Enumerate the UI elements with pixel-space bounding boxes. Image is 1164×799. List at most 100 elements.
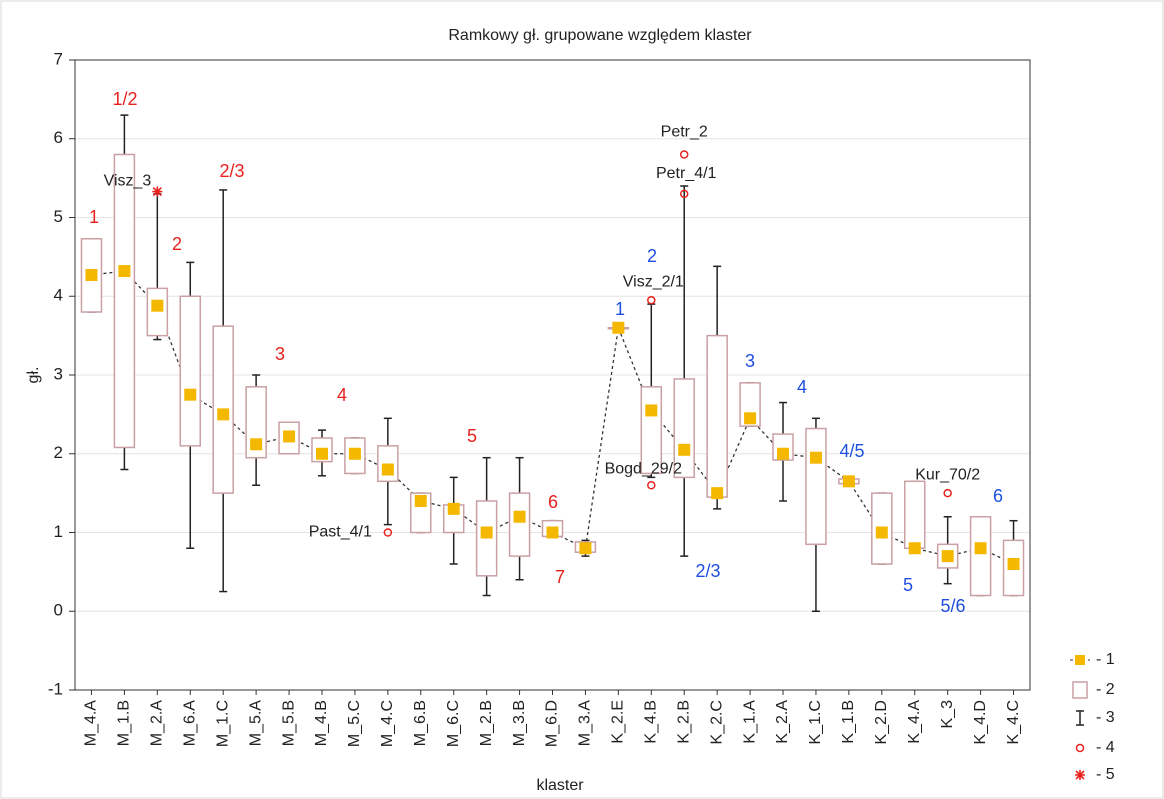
x-tick-label: M_5.C xyxy=(346,700,363,747)
point-label: Petr_2 xyxy=(661,124,708,141)
median xyxy=(744,412,757,425)
annotation: 2/3 xyxy=(695,561,720,581)
median xyxy=(1007,558,1020,570)
x-tick-label: M_2.B xyxy=(478,700,495,746)
y-tick-label: 5 xyxy=(54,207,63,226)
median xyxy=(315,447,328,460)
outlier xyxy=(679,189,689,199)
chart-title: Ramkowy gł. grupowane względem klaster xyxy=(448,27,752,44)
box xyxy=(903,480,926,549)
annotation: 4/5 xyxy=(839,441,864,461)
x-tick-label: M_6.B xyxy=(412,700,429,746)
median xyxy=(842,475,855,488)
point-label: Petr_4/1 xyxy=(656,165,717,182)
x-tick-label: M_4.B xyxy=(313,700,330,746)
annotation: 1 xyxy=(89,207,99,227)
legend-label: - 4 xyxy=(1096,739,1115,756)
x-tick-label: M_6.A xyxy=(181,700,198,747)
median xyxy=(809,451,822,464)
box xyxy=(179,295,202,447)
median xyxy=(118,265,131,278)
legend-label: - 1 xyxy=(1096,651,1115,668)
y-tick-label: 1 xyxy=(54,522,63,541)
x-tick-label: K_3 xyxy=(939,700,956,729)
x-tick-label: K_2.D xyxy=(873,700,890,744)
median xyxy=(579,542,592,555)
annotation: 5 xyxy=(467,426,477,446)
annotation: 3 xyxy=(275,344,285,364)
outlier xyxy=(383,528,393,537)
median xyxy=(908,542,921,555)
point-label: Bogd_29/2 xyxy=(605,460,683,477)
median xyxy=(612,321,625,334)
annotation: 3 xyxy=(745,351,755,371)
median xyxy=(941,550,954,563)
median xyxy=(711,487,724,500)
median xyxy=(546,526,559,539)
legend-swatch xyxy=(1075,770,1085,780)
median xyxy=(974,542,987,555)
x-tick-label: K_4.B xyxy=(643,700,660,744)
annotation: 6 xyxy=(548,492,558,512)
x-tick-label: M_6.C xyxy=(445,700,462,747)
box xyxy=(146,287,169,337)
x-tick-label: K_4.D xyxy=(972,700,989,744)
legend-label: - 5 xyxy=(1096,766,1115,783)
x-tick-label: M_5.A xyxy=(247,700,264,747)
annotation: 2 xyxy=(647,246,657,266)
legend-label: - 2 xyxy=(1096,681,1115,698)
legend-swatch xyxy=(1075,655,1085,665)
point-label: Visz_3 xyxy=(104,173,152,190)
x-tick-label: M_3.B xyxy=(511,700,528,746)
x-tick-label: M_2.A xyxy=(149,700,166,747)
y-tick-label: 0 xyxy=(54,601,63,620)
y-tick-label: 3 xyxy=(54,364,63,383)
annotation: 2 xyxy=(172,234,182,254)
x-tick-label: M_1.B xyxy=(116,700,133,746)
annotation: 5/6 xyxy=(940,596,965,616)
x-tick-label: M_3.A xyxy=(577,700,594,747)
box xyxy=(969,516,992,597)
median xyxy=(645,404,658,417)
y-tick-label: 6 xyxy=(54,128,63,147)
median xyxy=(250,438,263,451)
median xyxy=(85,268,98,281)
point-label: Past_4/1 xyxy=(309,524,372,541)
x-tick-label: K_2.E xyxy=(610,700,627,744)
median xyxy=(513,510,526,523)
median xyxy=(777,447,790,460)
point-label: Visz_2/1 xyxy=(623,273,684,290)
legend-swatch xyxy=(1075,743,1085,753)
median xyxy=(480,526,493,539)
median xyxy=(217,408,230,421)
legend-swatch xyxy=(1076,710,1084,726)
annotation: 1/2 xyxy=(112,89,137,109)
annotation: 4 xyxy=(337,385,347,405)
box xyxy=(706,334,728,498)
x-tick-label: K_1.C xyxy=(807,700,824,744)
box xyxy=(508,492,531,557)
y-axis-label: gł. xyxy=(25,367,42,384)
annotation: 4 xyxy=(797,377,807,397)
x-tick-label: K_2.A xyxy=(774,700,791,744)
median xyxy=(678,443,691,456)
annotation: 1 xyxy=(615,299,625,319)
x-tick-label: K_2.B xyxy=(675,700,692,744)
x-tick-label: M_1.C xyxy=(214,700,231,747)
x-tick-label: M_5.B xyxy=(280,700,297,746)
legend-swatch xyxy=(1072,681,1088,699)
median xyxy=(348,447,361,460)
x-tick-label: K_4.A xyxy=(906,700,923,744)
median xyxy=(151,299,164,312)
y-tick-label: 7 xyxy=(54,49,63,68)
x-tick-label: K_4.C xyxy=(1005,700,1022,744)
median xyxy=(875,526,888,539)
annotation: 6 xyxy=(993,486,1003,506)
box xyxy=(805,427,827,546)
x-tick-label: K_1.A xyxy=(741,700,758,744)
y-tick-label: 2 xyxy=(54,443,63,462)
x-tick-label: M_6.D xyxy=(544,700,561,747)
outlier xyxy=(647,481,656,490)
